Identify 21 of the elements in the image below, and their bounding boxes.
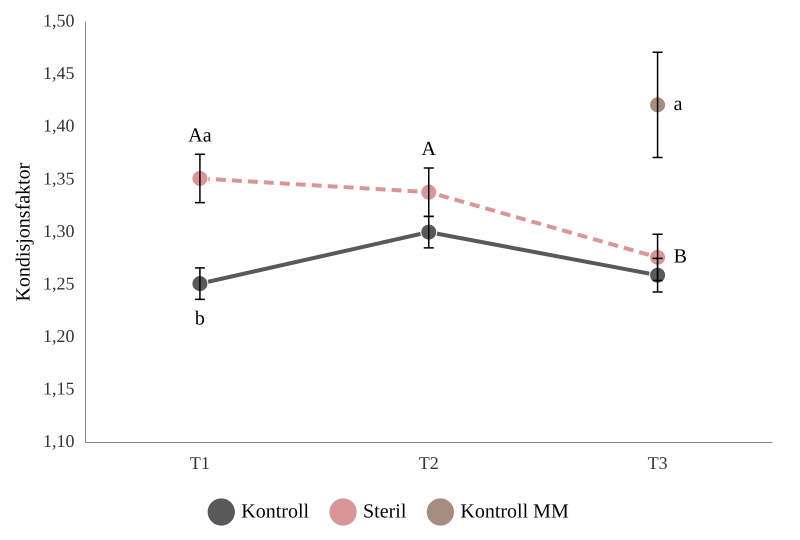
y-axis-title: Kondisjonsfaktor (12, 162, 34, 302)
legend-label: Kontroll MM (460, 500, 569, 522)
annotation: B (674, 246, 687, 268)
y-tick-label: 1,45 (43, 63, 74, 84)
y-tick-label: 1,50 (43, 10, 74, 31)
x-tick-label: T2 (418, 452, 439, 473)
y-tick-label: 1,40 (43, 116, 74, 136)
x-tick-label: T3 (648, 452, 668, 473)
y-tick-label: 1,10 (43, 431, 74, 452)
annotation: b (194, 308, 205, 330)
y-tick-label: 1,35 (43, 168, 74, 188)
y-tick-label: 1,15 (43, 378, 74, 399)
annotation: Aa (188, 124, 212, 147)
y-tick-label: 1,25 (43, 273, 74, 294)
annotation: A (422, 138, 437, 160)
legend-label: Kontroll (241, 500, 310, 522)
legend-label: Steril (363, 500, 407, 522)
y-tick-label: 1,20 (43, 326, 74, 346)
annotation: a (674, 93, 683, 116)
x-tick-label: T1 (190, 452, 210, 473)
y-tick-label: 1,30 (43, 220, 74, 241)
